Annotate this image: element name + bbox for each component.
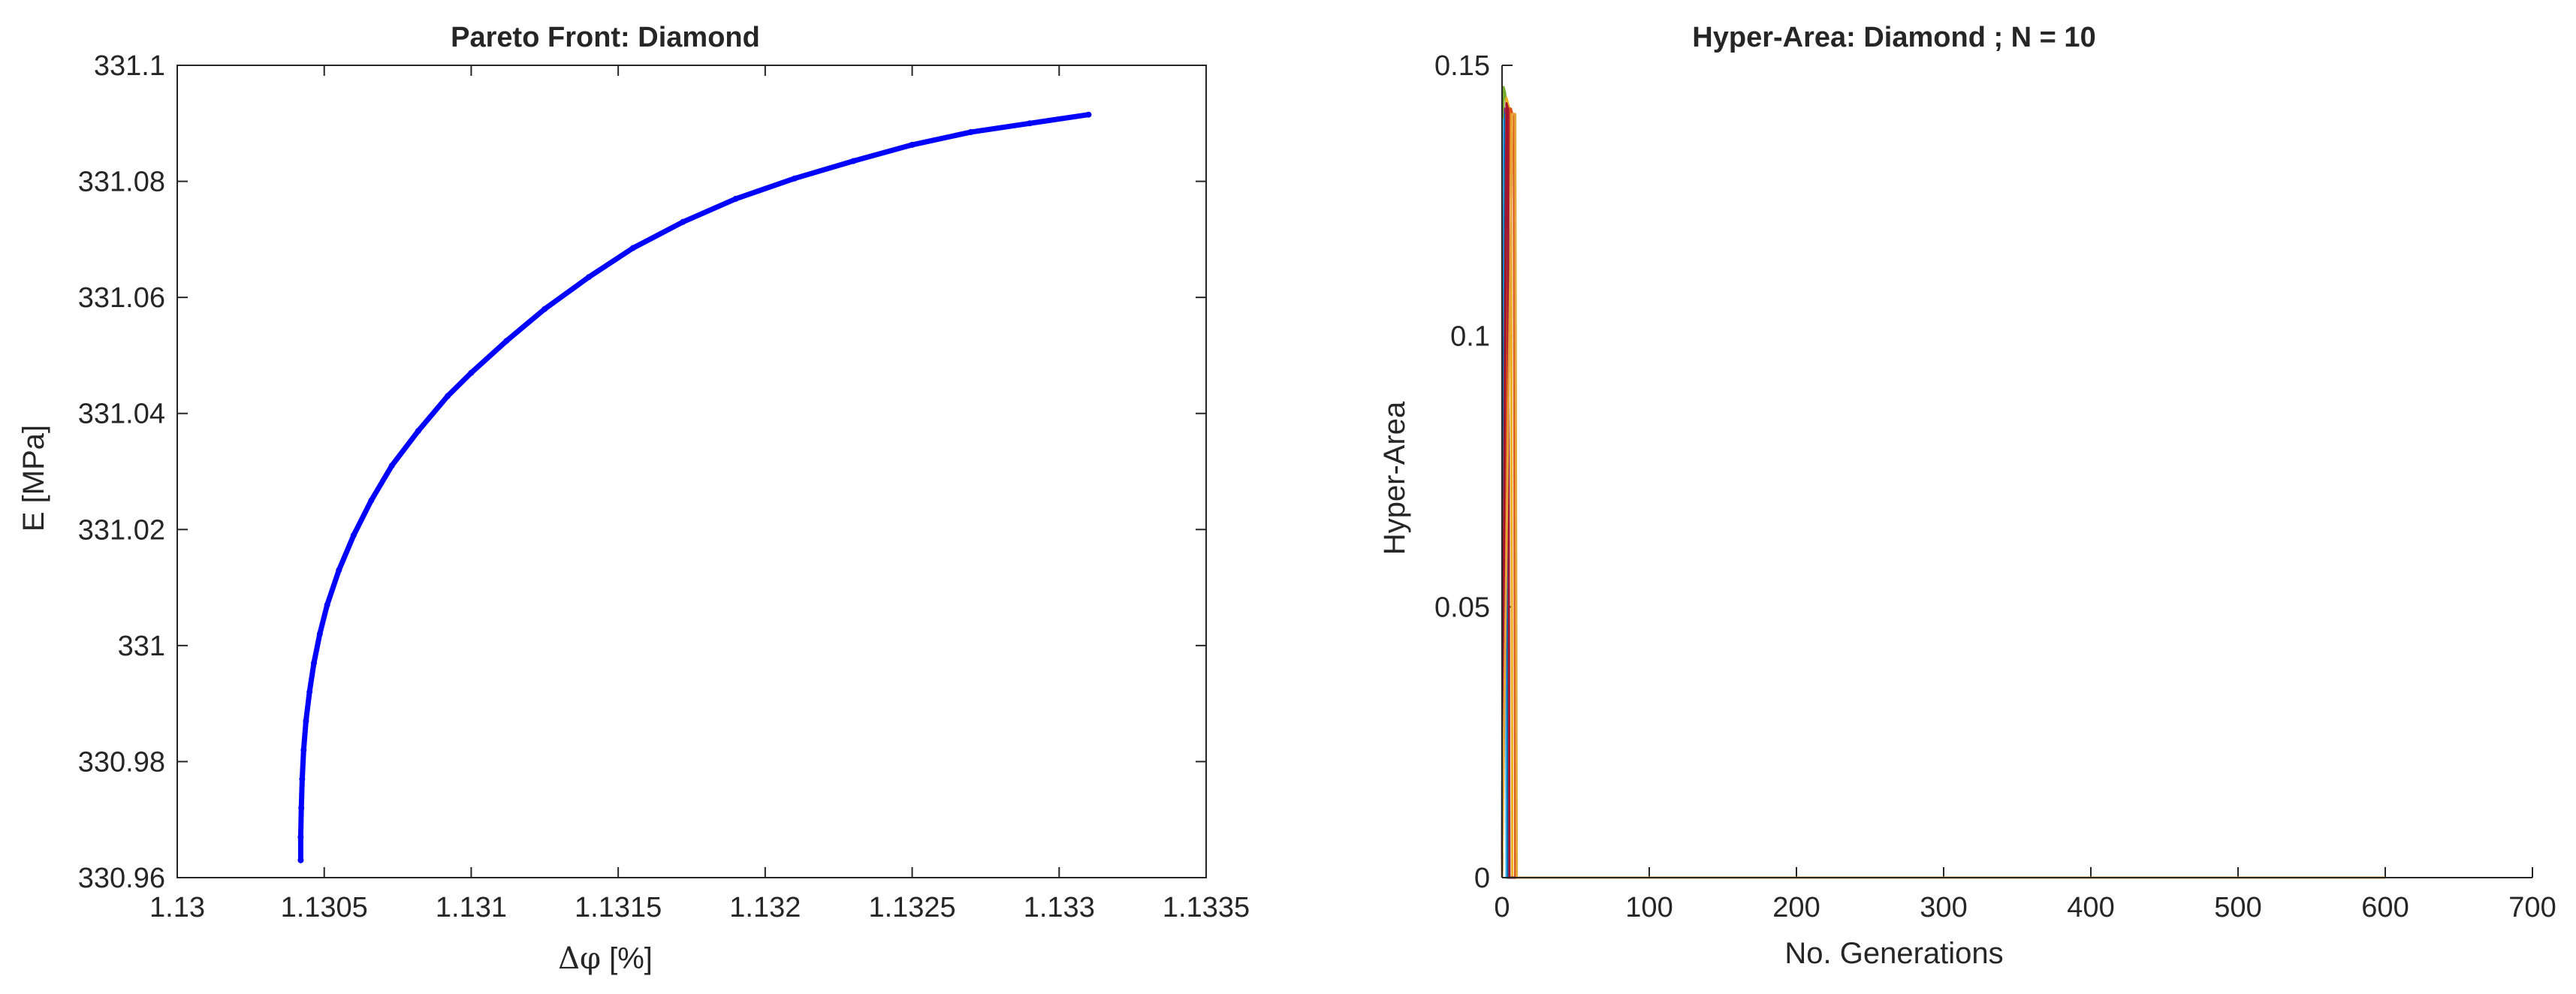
data-point: [503, 338, 510, 345]
data-point: [300, 746, 307, 753]
y-tick-label: 0: [1474, 863, 1490, 894]
data-point: [297, 833, 304, 840]
data-point: [299, 776, 306, 782]
data-point: [629, 245, 636, 252]
y-tick-label: 331.06: [78, 282, 165, 314]
data-point: [336, 567, 342, 574]
x-tick-label: 1.1325: [868, 892, 955, 923]
data-point: [303, 718, 309, 724]
data-point: [1027, 120, 1033, 127]
data-point: [792, 175, 798, 182]
x-axis-label: Δφ [%]: [558, 941, 653, 976]
x-tick-label: 400: [2067, 892, 2114, 923]
data-point: [909, 141, 915, 148]
data-point: [298, 805, 305, 812]
x-tick-label: 0: [1494, 892, 1510, 923]
x-tick-label: 1.1335: [1163, 892, 1250, 923]
pareto-front-plot: Pareto Front: Diamond Δφ [%] E [MPa] 1.1…: [17, 22, 1250, 976]
x-tick-label: 1.1315: [575, 892, 662, 923]
data-point: [368, 497, 375, 504]
chart-title: Hyper-Area: Diamond ; N = 10: [1692, 22, 2095, 53]
y-tick-label: 331.08: [78, 167, 165, 198]
data-point: [306, 688, 313, 695]
y-tick-label: 331.1: [94, 50, 165, 82]
data-point: [311, 660, 318, 667]
axes-box: [176, 65, 1207, 878]
x-axis-label: No. Generations: [1784, 937, 2003, 970]
x-tick-label: 700: [2508, 892, 2556, 923]
x-tick-label: 1.131: [436, 892, 507, 923]
y-axis-label: E [MPa]: [17, 425, 50, 532]
y-tick-label: 0.1: [1450, 321, 1490, 353]
data-point: [350, 532, 357, 539]
data-point: [850, 158, 857, 164]
x-tick-label: 1.133: [1024, 892, 1095, 923]
x-tick-label: 1.132: [729, 892, 801, 923]
hyper-area-plot: Hyper-Area: Diamond ; N = 10 No. Generat…: [1378, 22, 2556, 970]
x-tick-label: 500: [2214, 892, 2261, 923]
data-point: [468, 369, 475, 376]
data-point: [732, 195, 739, 202]
x-tick-label: 100: [1625, 892, 1673, 923]
data-point: [586, 274, 592, 281]
x-tick-label: 300: [1920, 892, 1967, 923]
y-tick-label: 331.04: [78, 399, 165, 430]
data-point: [297, 857, 304, 863]
y-axis-label: Hyper-Area: [1378, 401, 1411, 555]
y-tick-label: 0.05: [1434, 592, 1490, 623]
data-point: [324, 601, 330, 608]
y-tick-label: 331.02: [78, 514, 165, 546]
data-point: [967, 128, 974, 135]
data-point: [1085, 111, 1092, 118]
chart-title: Pareto Front: Diamond: [451, 22, 760, 53]
data-point: [388, 462, 395, 469]
data-point: [415, 427, 421, 434]
y-tick-label: 331: [118, 631, 165, 662]
x-tick-label: 1.1305: [281, 892, 368, 923]
x-tick-label: 1.13: [149, 892, 205, 923]
data-point: [680, 218, 686, 225]
y-tick-label: 330.96: [78, 863, 165, 894]
x-tick-label: 200: [1772, 892, 1820, 923]
data-point: [445, 393, 451, 399]
x-tick-label: 600: [2361, 892, 2409, 923]
data-point: [316, 631, 323, 637]
data-point: [541, 306, 548, 312]
y-tick-label: 0.15: [1434, 50, 1490, 82]
y-tick-label: 330.98: [78, 746, 165, 778]
